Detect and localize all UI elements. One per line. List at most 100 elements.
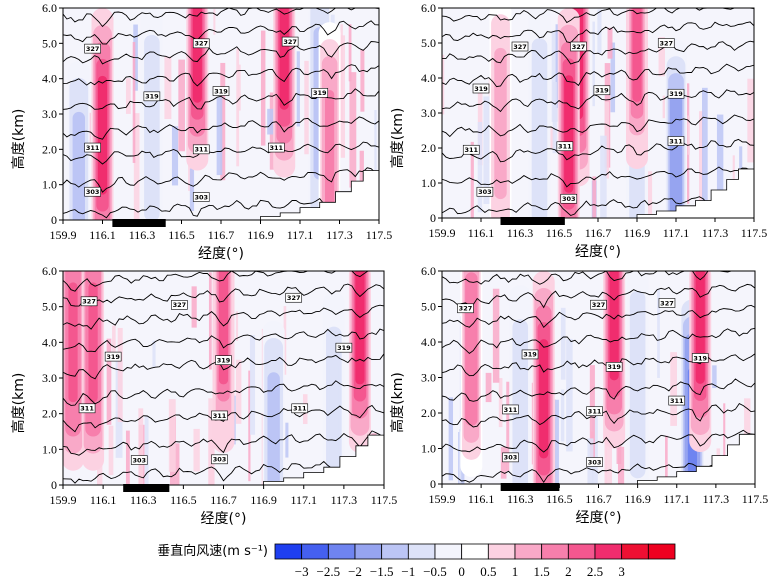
isentrope-line: [442, 304, 755, 329]
velocity-streak: [592, 415, 598, 484]
velocity-streak: [360, 49, 365, 112]
contour-label-box: [586, 457, 603, 467]
downdraft-core: [671, 106, 681, 218]
contour-label: 327: [459, 305, 473, 313]
colorbar-swatch: [381, 543, 409, 560]
contour-label: 319: [693, 354, 707, 362]
velocity-streak: [249, 335, 256, 435]
x-tick-label: 117.5: [741, 226, 768, 240]
colorbar-swatch: [354, 543, 383, 560]
velocity-streak: [349, 72, 357, 188]
contour-label-box: [171, 300, 188, 310]
contour-label-box: [511, 41, 529, 52]
contour-label-box: [691, 353, 709, 363]
colorbar-tick-label: −1: [401, 564, 415, 579]
y-tick-label: 3.0: [42, 107, 57, 121]
y-axis-label: 高度(km): [10, 373, 27, 434]
x-tick-label: 116.9: [624, 492, 651, 506]
velocity-streak: [152, 340, 156, 368]
x-tick-label: 117.3: [702, 226, 729, 240]
isentrope-line: [63, 64, 379, 87]
contour-label: 327: [660, 299, 674, 307]
contour-label: 311: [588, 408, 602, 416]
velocity-streak: [125, 78, 131, 114]
velocity-streak: [448, 397, 454, 481]
velocity-streak: [592, 21, 595, 107]
contour-label: 319: [106, 353, 120, 361]
colorbar-legend: 垂直向风速(m s⁻¹) −3 −2.5 −2 −1.5 −1 −0.5 0 0.5 1 1.5 2 2…: [157, 543, 676, 579]
colorbar-tick-label: 0.5: [480, 564, 496, 579]
contour-label-box: [291, 403, 309, 414]
velocity-streak: [548, 127, 555, 149]
velocity-streak: [597, 9, 602, 54]
velocity-streak: [112, 325, 116, 355]
contour-label-box: [502, 404, 519, 415]
isentrope-line: [63, 20, 379, 45]
isentrope-line: [442, 21, 754, 44]
colorbar-tick-label: 2.5: [587, 564, 603, 579]
velocity-streak: [617, 446, 625, 484]
contour-label-box: [84, 43, 101, 54]
observation-bar: [500, 483, 560, 491]
velocity-streak: [477, 122, 483, 213]
velocity-streak: [492, 288, 500, 383]
updraft-core: [495, 64, 506, 183]
velocity-streak: [374, 110, 377, 200]
x-tick-label: 117.5: [742, 492, 769, 506]
velocity-streak: [665, 435, 668, 484]
vertical-velocity-field: [63, 8, 379, 220]
colorbar-swatch: [541, 543, 569, 560]
velocity-streak: [560, 307, 566, 380]
x-tick-label: 116.7: [208, 228, 235, 242]
contour-label: 311: [670, 397, 684, 405]
velocity-streak: [470, 141, 474, 218]
y-axis-label: 高度(km): [389, 372, 406, 433]
contour-label-box: [104, 351, 122, 362]
velocity-streak: [189, 168, 195, 212]
colorbar-swatch: [327, 543, 356, 560]
updraft-core: [355, 271, 365, 385]
colorbar-swatch: [514, 543, 543, 560]
colorbar-swatch: [567, 543, 596, 560]
contour-label: 319: [474, 85, 488, 93]
isentrope-line: [63, 116, 379, 140]
contour-label: 303: [132, 456, 146, 464]
velocity-streak: [699, 111, 704, 218]
isentrope-line: [442, 40, 754, 65]
contour-label-box: [668, 395, 686, 406]
colorbar-swatch: [461, 543, 489, 560]
y-tick-label: 2.0: [421, 406, 436, 420]
x-tick-label: 116.3: [507, 492, 534, 506]
isentrope-line: [63, 353, 384, 380]
velocity-streak: [657, 288, 660, 378]
contour-label-box: [311, 88, 329, 98]
velocity-streak: [702, 87, 708, 205]
contour-label-box: [192, 144, 210, 155]
y-tick-label: 5.0: [42, 300, 57, 314]
x-tick-label: 116.1: [90, 493, 117, 507]
colorbar-tick-label: −1.5: [370, 564, 394, 579]
velocity-streak: [552, 82, 557, 154]
y-tick-label: 4.0: [421, 71, 436, 85]
contour-label-box: [502, 452, 519, 463]
isentrope-line: [63, 167, 379, 193]
velocity-streak: [133, 113, 140, 220]
x-tick-label: 116.7: [585, 226, 612, 240]
colorbar-tick-label: 1: [512, 564, 519, 579]
contour-label: 319: [523, 351, 537, 359]
x-tick-label: 116.7: [585, 492, 612, 506]
x-axis-label: 经度(°): [576, 510, 622, 526]
y-tick-label: 0: [430, 211, 436, 225]
y-tick-label: 3.0: [421, 106, 436, 120]
isentrope-line: [442, 63, 754, 88]
x-tick-label: 117.1: [663, 226, 690, 240]
contour-label-box: [285, 292, 303, 303]
x-tick-label: 116.3: [507, 226, 534, 240]
downdraft-core: [633, 324, 643, 445]
velocity-streak: [260, 30, 266, 146]
contour-label: 327: [513, 43, 527, 51]
x-tick-label: 117.1: [287, 228, 314, 242]
y-tick-label: 6.0: [42, 264, 57, 278]
colorbar-swatch: [434, 543, 463, 560]
contour-label: 311: [293, 405, 307, 413]
